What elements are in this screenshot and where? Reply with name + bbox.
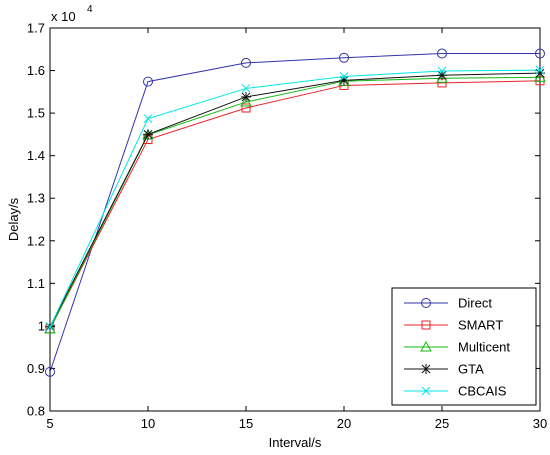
x-axis-label: Interval/s: [269, 435, 322, 450]
legend-marker: [421, 364, 431, 374]
series-line: [49, 72, 541, 327]
series-line: [49, 80, 541, 330]
legend-label: CBCAIS: [458, 384, 507, 399]
x-tick-label: 30: [533, 416, 547, 431]
x-tick-label: 10: [141, 416, 155, 431]
data-point: [437, 48, 447, 59]
y-tick-label: 1.1: [27, 276, 45, 291]
legend-marker: [421, 386, 431, 396]
data-point: [339, 72, 349, 81]
y-tick-label: 1.2: [27, 233, 45, 248]
axis-ticks: 5 10 15 20 25 30 0.8 0.9 1 1.1 1.2 1.3 1.4 1.5 1.6 1.7: [27, 21, 547, 432]
legend-marker: [421, 298, 431, 308]
y-axis-label: Delay/s: [6, 197, 21, 241]
data-point: [241, 103, 251, 113]
legend-item: Direct: [404, 296, 492, 311]
legend-label: Direct: [458, 296, 492, 311]
legend-label: GTA: [458, 362, 484, 377]
y-tick-label: 0.9: [27, 361, 45, 376]
series-line: [49, 69, 541, 328]
x-tick-label: 5: [46, 416, 53, 431]
data-point: [241, 91, 251, 102]
data-point: [241, 84, 251, 93]
y-tick-label: 1.4: [27, 148, 45, 163]
legend: Direct SMART Multicent GTA CBCAIS: [391, 287, 537, 406]
series-layer: [44, 48, 546, 377]
series-cbcais: [45, 65, 545, 332]
data-point: [240, 96, 252, 107]
y-tick-label: 1.5: [27, 106, 45, 121]
x-tick-label: 15: [239, 416, 253, 431]
y-exponent-label: x 10: [51, 9, 76, 24]
legend-item: Multicent: [404, 340, 510, 355]
legend-item: SMART: [404, 318, 503, 333]
legend-item: CBCAIS: [404, 384, 507, 399]
legend-label: Multicent: [458, 340, 510, 355]
data-point: [534, 71, 546, 82]
data-point: [535, 65, 545, 75]
series-line: [49, 53, 540, 373]
data-point: [143, 114, 153, 123]
data-point: [339, 52, 349, 63]
y-exponent-power: 4: [87, 4, 93, 15]
legend-item: GTA: [404, 362, 484, 377]
data-point: [44, 322, 56, 334]
data-point: [45, 322, 55, 332]
y-tick-label: 0.8: [27, 404, 45, 419]
y-tick-label: 1.6: [27, 63, 45, 78]
y-tick-label: 1.3: [27, 191, 45, 206]
data-point: [143, 129, 153, 140]
legend-label: SMART: [458, 318, 503, 333]
y-tick-label: 1.7: [27, 21, 45, 36]
data-point: [437, 66, 447, 76]
x-tick-label: 25: [435, 416, 449, 431]
data-point: [535, 48, 545, 59]
data-point: [45, 366, 55, 377]
legend-marker: [421, 320, 431, 330]
y-tick-label: 1: [38, 318, 45, 333]
data-point: [143, 76, 153, 87]
x-tick-label: 20: [337, 416, 351, 431]
data-point: [241, 57, 251, 68]
data-point: [437, 70, 447, 81]
series-direct: [45, 48, 545, 377]
legend-marker: [420, 340, 432, 352]
